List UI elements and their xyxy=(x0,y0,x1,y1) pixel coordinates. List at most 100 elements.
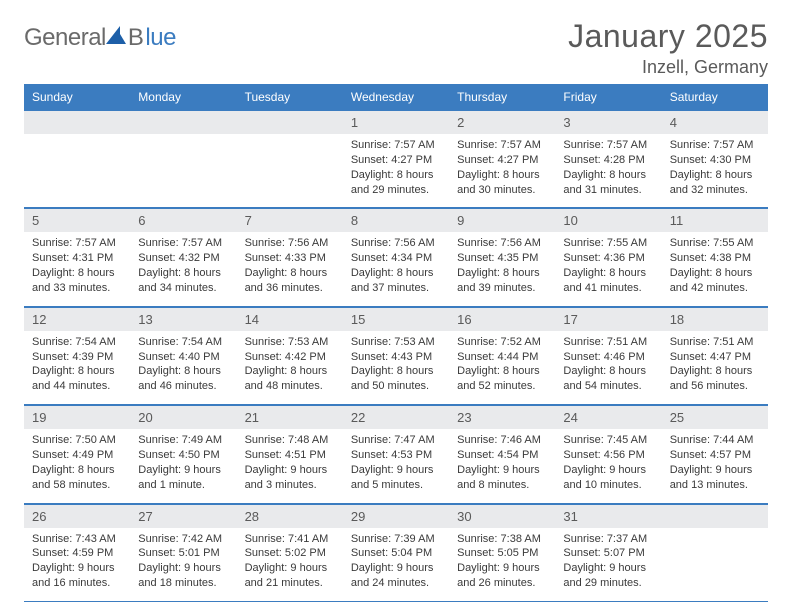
day-cell: 5Sunrise: 7:57 AMSunset: 4:31 PMDaylight… xyxy=(24,208,130,306)
sunrise-line: Sunrise: 7:37 AM xyxy=(563,532,655,547)
day-cell: 6Sunrise: 7:57 AMSunset: 4:32 PMDaylight… xyxy=(130,208,236,306)
day-number: 5 xyxy=(24,208,130,232)
day-number: 23 xyxy=(449,405,555,429)
day-cell xyxy=(237,110,343,208)
daylight-line: Daylight: 8 hours and 46 minutes. xyxy=(138,364,230,394)
day-number: 27 xyxy=(130,504,236,528)
month-title: January 2025 xyxy=(568,18,768,55)
sunrise-line: Sunrise: 7:53 AM xyxy=(245,335,337,350)
sunset-line: Sunset: 5:02 PM xyxy=(245,546,337,561)
day-cell: 12Sunrise: 7:54 AMSunset: 4:39 PMDayligh… xyxy=(24,306,130,404)
sunset-line: Sunset: 4:44 PM xyxy=(457,350,549,365)
sunset-line: Sunset: 4:31 PM xyxy=(32,251,124,266)
day-cell: 11Sunrise: 7:55 AMSunset: 4:38 PMDayligh… xyxy=(662,208,768,306)
daylight-line: Daylight: 8 hours and 34 minutes. xyxy=(138,266,230,296)
daylight-line: Daylight: 8 hours and 50 minutes. xyxy=(351,364,443,394)
sunrise-line: Sunrise: 7:57 AM xyxy=(351,138,443,153)
sunrise-line: Sunrise: 7:50 AM xyxy=(32,433,124,448)
sunset-line: Sunset: 4:59 PM xyxy=(32,546,124,561)
daylight-line: Daylight: 8 hours and 44 minutes. xyxy=(32,364,124,394)
daylight-line: Daylight: 8 hours and 54 minutes. xyxy=(563,364,655,394)
day-body: Sunrise: 7:53 AMSunset: 4:42 PMDaylight:… xyxy=(237,331,343,404)
day-cell: 28Sunrise: 7:41 AMSunset: 5:02 PMDayligh… xyxy=(237,503,343,601)
day-number: 8 xyxy=(343,208,449,232)
sunset-line: Sunset: 4:54 PM xyxy=(457,448,549,463)
sunset-line: Sunset: 4:36 PM xyxy=(563,251,655,266)
sunrise-line: Sunrise: 7:57 AM xyxy=(563,138,655,153)
day-cell: 31Sunrise: 7:37 AMSunset: 5:07 PMDayligh… xyxy=(555,503,661,601)
day-body: Sunrise: 7:48 AMSunset: 4:51 PMDaylight:… xyxy=(237,429,343,502)
sunset-line: Sunset: 4:57 PM xyxy=(670,448,762,463)
day-body: Sunrise: 7:56 AMSunset: 4:35 PMDaylight:… xyxy=(449,232,555,305)
day-body: Sunrise: 7:57 AMSunset: 4:28 PMDaylight:… xyxy=(555,134,661,207)
day-cell: 8 Sunrise: 7:56 AMSunset: 4:34 PMDaylight… xyxy=(343,208,449,306)
sunset-line: Sunset: 4:34 PM xyxy=(351,251,443,266)
day-cell: 15Sunrise: 7:53 AMSunset: 4:43 PMDayligh… xyxy=(343,306,449,404)
daylight-line: Daylight: 9 hours and 5 minutes. xyxy=(351,463,443,493)
sunset-line: Sunset: 4:27 PM xyxy=(351,153,443,168)
day-cell: 23 Sunrise: 7:46 AMSunset: 4:54 PMDayligh… xyxy=(449,405,555,503)
day-cell: 29Sunrise: 7:39 AMSunset: 5:04 PMDayligh… xyxy=(343,503,449,601)
sunrise-line: Sunrise: 7:47 AM xyxy=(351,433,443,448)
daynum-bar-empty xyxy=(662,504,768,528)
calendar-table: Sunday Monday Tuesday Wednesday Thursday… xyxy=(24,84,768,602)
weekday-wednesday: Wednesday xyxy=(343,84,449,110)
sunrise-line: Sunrise: 7:46 AM xyxy=(457,433,549,448)
daylight-line: Daylight: 9 hours and 29 minutes. xyxy=(563,561,655,591)
day-cell: 9Sunrise: 7:56 AMSunset: 4:35 PMDaylight… xyxy=(449,208,555,306)
sunset-line: Sunset: 4:42 PM xyxy=(245,350,337,365)
day-body: Sunrise: 7:43 AMSunset: 4:59 PMDaylight:… xyxy=(24,528,130,601)
week-row: 19Sunrise: 7:50 AMSunset: 4:49 PMDayligh… xyxy=(24,405,768,503)
sunset-line: Sunset: 5:07 PM xyxy=(563,546,655,561)
sunrise-line: Sunrise: 7:52 AM xyxy=(457,335,549,350)
day-body: Sunrise: 7:57 AMSunset: 4:27 PMDaylight:… xyxy=(343,134,449,207)
sunrise-line: Sunrise: 7:54 AM xyxy=(138,335,230,350)
day-cell: 19Sunrise: 7:50 AMSunset: 4:49 PMDayligh… xyxy=(24,405,130,503)
daylight-line: Daylight: 9 hours and 3 minutes. xyxy=(245,463,337,493)
daylight-line: Daylight: 8 hours and 31 minutes. xyxy=(563,168,655,198)
day-cell: 16Sunrise: 7:52 AMSunset: 4:44 PMDayligh… xyxy=(449,306,555,404)
day-number: 11 xyxy=(662,208,768,232)
day-body: Sunrise: 7:55 AMSunset: 4:38 PMDaylight:… xyxy=(662,232,768,305)
day-body: Sunrise: 7:53 AMSunset: 4:43 PMDaylight:… xyxy=(343,331,449,404)
day-cell: 14Sunrise: 7:53 AMSunset: 4:42 PMDayligh… xyxy=(237,306,343,404)
sunset-line: Sunset: 5:01 PM xyxy=(138,546,230,561)
day-body: Sunrise: 7:54 AMSunset: 4:40 PMDaylight:… xyxy=(130,331,236,404)
day-body: Sunrise: 7:45 AMSunset: 4:56 PMDaylight:… xyxy=(555,429,661,502)
weekday-thursday: Thursday xyxy=(449,84,555,110)
logo-text-general: General xyxy=(24,24,106,52)
sunrise-line: Sunrise: 7:53 AM xyxy=(351,335,443,350)
daylight-line: Daylight: 8 hours and 58 minutes. xyxy=(32,463,124,493)
day-body: Sunrise: 7:51 AMSunset: 4:46 PMDaylight:… xyxy=(555,331,661,404)
day-number: 13 xyxy=(130,307,236,331)
day-cell: 7Sunrise: 7:56 AMSunset: 4:33 PMDaylight… xyxy=(237,208,343,306)
daylight-line: Daylight: 8 hours and 37 minutes. xyxy=(351,266,443,296)
sunrise-line: Sunrise: 7:56 AM xyxy=(351,236,443,251)
sunrise-line: Sunrise: 7:38 AM xyxy=(457,532,549,547)
day-cell: 13Sunrise: 7:54 AMSunset: 4:40 PMDayligh… xyxy=(130,306,236,404)
sunrise-line: Sunrise: 7:57 AM xyxy=(670,138,762,153)
sunset-line: Sunset: 5:05 PM xyxy=(457,546,549,561)
daylight-line: Daylight: 8 hours and 36 minutes. xyxy=(245,266,337,296)
day-number: 20 xyxy=(130,405,236,429)
day-body: Sunrise: 7:44 AMSunset: 4:57 PMDaylight:… xyxy=(662,429,768,502)
logo-text-lue: lue xyxy=(145,24,176,52)
day-number: 2 xyxy=(449,110,555,134)
day-number: 4 xyxy=(662,110,768,134)
sunrise-line: Sunrise: 7:48 AM xyxy=(245,433,337,448)
day-number: 29 xyxy=(343,504,449,528)
day-body: Sunrise: 7:39 AMSunset: 5:04 PMDaylight:… xyxy=(343,528,449,601)
daynum-bar-empty xyxy=(237,110,343,134)
daylight-line: Daylight: 8 hours and 29 minutes. xyxy=(351,168,443,198)
day-number: 28 xyxy=(237,504,343,528)
day-number: 10 xyxy=(555,208,661,232)
daylight-line: Daylight: 9 hours and 8 minutes. xyxy=(457,463,549,493)
daylight-line: Daylight: 9 hours and 10 minutes. xyxy=(563,463,655,493)
sunset-line: Sunset: 4:49 PM xyxy=(32,448,124,463)
daylight-line: Daylight: 9 hours and 13 minutes. xyxy=(670,463,762,493)
daylight-line: Daylight: 8 hours and 48 minutes. xyxy=(245,364,337,394)
day-cell: 25Sunrise: 7:44 AMSunset: 4:57 PMDayligh… xyxy=(662,405,768,503)
daylight-line: Daylight: 9 hours and 21 minutes. xyxy=(245,561,337,591)
day-cell: 30Sunrise: 7:38 AMSunset: 5:05 PMDayligh… xyxy=(449,503,555,601)
day-cell: 27Sunrise: 7:42 AMSunset: 5:01 PMDayligh… xyxy=(130,503,236,601)
